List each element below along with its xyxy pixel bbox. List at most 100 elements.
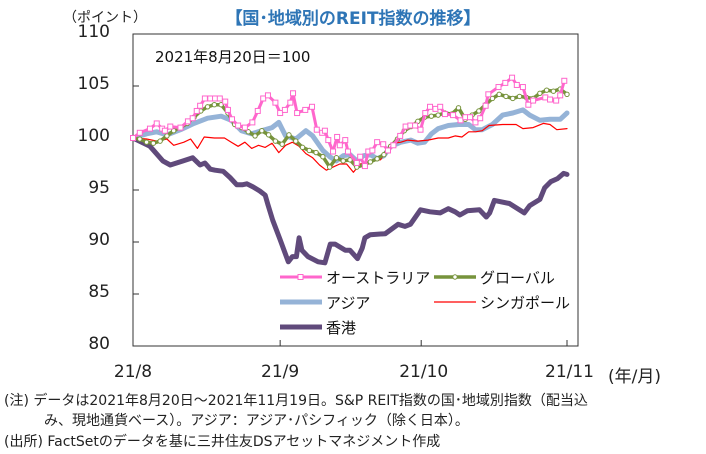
legend-label: オーストラリア [326,269,430,287]
data-point-australia [412,122,419,129]
x-tick-label: 21/10 [399,362,449,382]
data-point-australia [482,102,489,109]
data-point-australia [224,106,231,113]
data-point-australia [287,99,294,106]
data-point-australia [422,110,429,117]
y-tick-label: 105 [77,74,110,94]
data-point-global [455,105,462,111]
source-line: (出所) FactSetのデータを基に三井住友DSアセットマネジメント作成 [4,434,441,450]
data-point-global [564,91,570,98]
data-point-australia [427,103,434,110]
data-point-australia [361,163,368,170]
data-point-australia [557,92,564,99]
data-point-australia [254,107,261,114]
data-point-australia [229,116,236,123]
data-point-global [374,156,380,162]
data-point-global [516,93,523,100]
data-point-global [143,139,150,145]
y-axis-unit-label: （ポイント） [63,10,147,26]
data-point-global [347,157,353,163]
legend-label: シンガポール [480,294,570,312]
data-point-australia [495,84,502,91]
data-point-australia [369,147,376,154]
y-tick-label: 110 [77,22,110,42]
data-point-australia [294,110,301,117]
data-point-global [272,138,279,144]
data-point-global [381,151,387,158]
data-point-australia [146,125,153,132]
legend-marker [452,274,458,280]
data-point-australia [260,95,267,102]
data-point-global [150,140,157,146]
data-point-australia [313,126,320,133]
data-point-australia [249,119,256,126]
data-point-global [286,132,292,138]
data-point-australia [334,133,341,140]
data-point-global [320,154,326,160]
chart-title: 【国･地域別のREIT指数の推移】 [225,9,481,29]
data-point-australia [130,135,136,141]
data-point-australia [193,107,200,114]
data-point-australia [441,111,448,118]
data-point-global [428,113,435,119]
data-point-australia [290,90,297,97]
data-point-global [306,147,313,154]
data-point-australia [547,96,554,103]
data-point-global [204,104,211,110]
x-tick-label: 21/8 [113,362,153,382]
data-point-australia [277,110,284,117]
data-point-global [476,108,482,114]
y-tick-label: 90 [88,230,110,250]
data-point-global [496,91,502,98]
data-point-australia [502,79,509,86]
data-point-australia [485,91,492,98]
data-point-global [543,87,550,93]
data-point-global [265,132,272,138]
data-point-global [259,128,265,134]
data-point-australia [519,84,526,91]
y-tick-label: 80 [88,334,110,354]
data-point-australia [197,102,204,109]
data-point-australia [309,103,316,110]
data-point-australia [457,117,464,124]
data-point-australia [272,99,279,106]
legend-label: 香港 [326,319,356,337]
y-tick-label: 100 [77,126,110,146]
data-point-australia [374,139,381,146]
data-point-australia [384,147,391,154]
data-point-australia [153,120,160,127]
data-point-australia [467,114,474,121]
data-point-australia [241,124,248,131]
data-point-australia [177,124,184,131]
data-point-australia [342,137,349,144]
data-point-australia [390,142,397,149]
data-point-global [367,159,374,165]
data-point-global [510,95,516,102]
data-point-australia [336,142,343,149]
data-point-australia [201,95,208,102]
data-point-australia [216,95,223,102]
data-point-australia [553,97,560,104]
data-point-australia [353,159,360,166]
data-point-global [550,88,557,94]
data-point-australia [437,103,444,110]
data-point-global [245,129,251,135]
data-point-global [489,95,496,102]
data-point-global [503,93,509,100]
data-point-australia [450,112,457,119]
data-point-australia [321,127,328,134]
data-point-global [537,90,543,96]
series-line-3 [132,122,568,173]
note-line-2: み、現地通貨ベース）。アジア：アジア･パシフィック（除く日本）。 [44,413,469,429]
series-line-4 [130,135,570,266]
data-point-australia [281,106,288,113]
y-tick-label: 95 [88,178,110,198]
data-point-australia [235,122,242,129]
data-point-global [340,158,346,164]
data-point-australia [344,148,351,155]
data-point-global [299,144,306,151]
data-point-global [326,164,333,170]
data-point-global [211,102,218,108]
data-point-australia [184,118,191,125]
data-point-global [313,149,319,156]
